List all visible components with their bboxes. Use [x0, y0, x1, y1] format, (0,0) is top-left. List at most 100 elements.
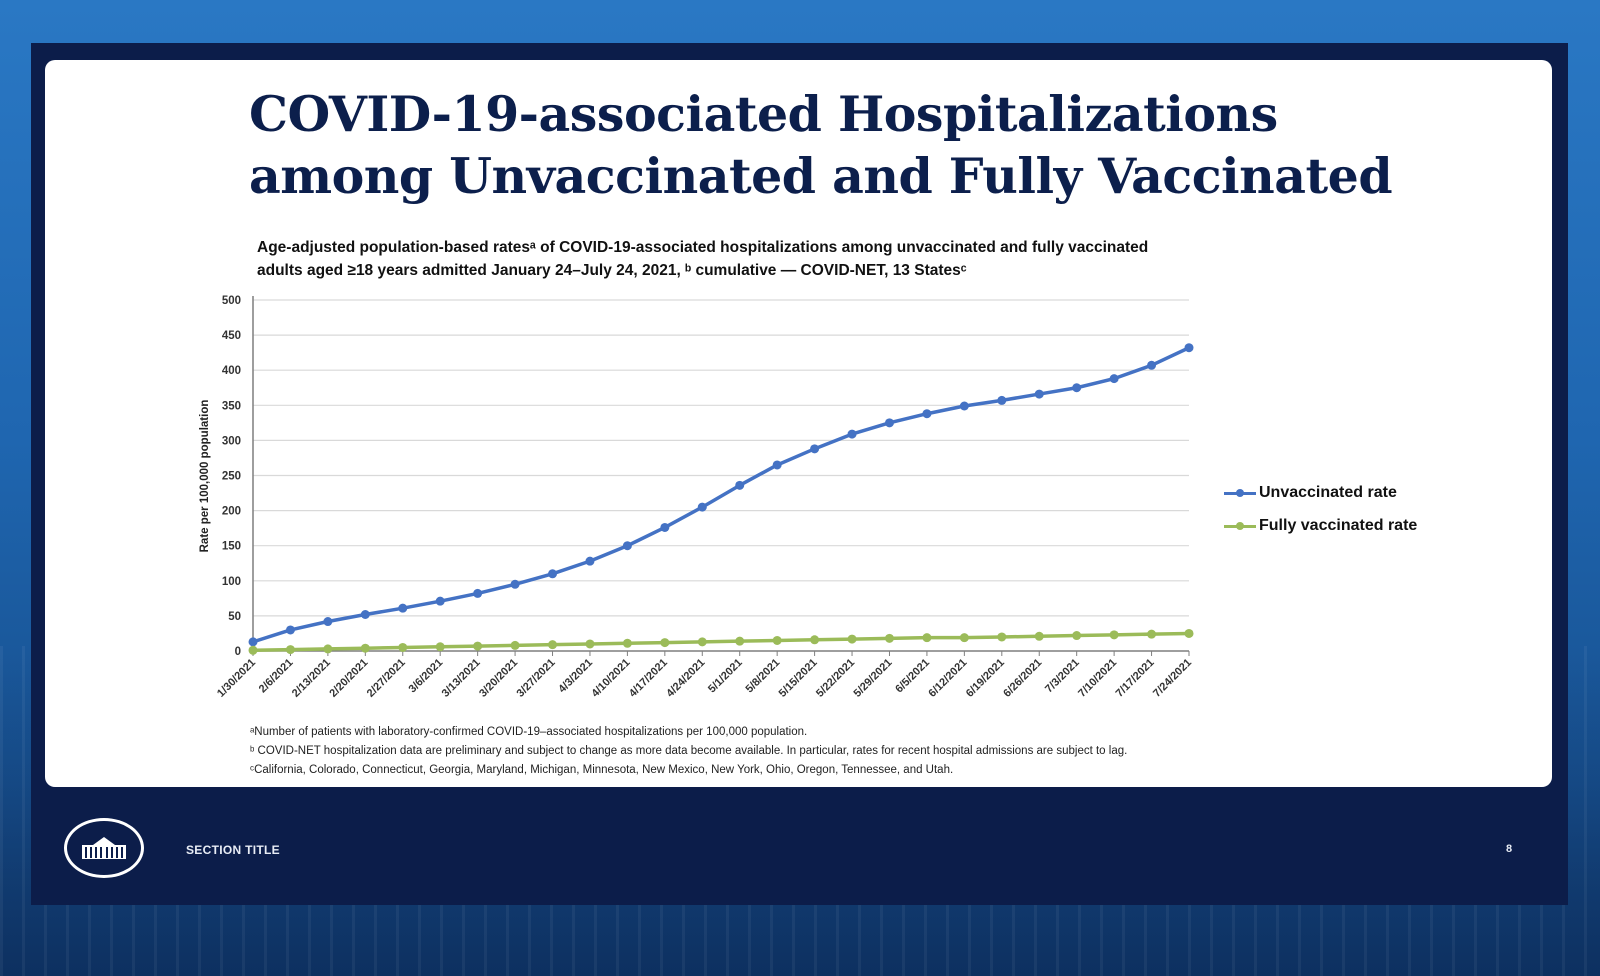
legend-label-unvaccinated: Unvaccinated rate: [1259, 483, 1397, 501]
data-point-fully-vaccinated-rate: [735, 636, 745, 646]
data-point-unvaccinated-rate: [548, 569, 558, 579]
y-tick-label: 50: [228, 611, 241, 623]
data-point-unvaccinated-rate: [435, 596, 445, 606]
footnote-a: ᵃNumber of patients with laboratory-conf…: [250, 726, 808, 738]
x-tick-label: 2/20/2021: [327, 657, 370, 700]
x-tick-label: 4/10/2021: [589, 657, 632, 700]
y-tick-label: 350: [222, 400, 241, 412]
x-tick-label: 3/27/2021: [515, 657, 558, 700]
y-tick-label: 400: [222, 365, 241, 377]
data-point-fully-vaccinated-rate: [548, 640, 558, 650]
data-point-fully-vaccinated-rate: [884, 633, 894, 643]
data-point-unvaccinated-rate: [922, 409, 932, 419]
data-point-fully-vaccinated-rate: [1034, 631, 1044, 641]
y-tick-labels: 0 50 100 150 200 250 300 350 400 450 500: [222, 295, 241, 658]
data-point-unvaccinated-rate: [1147, 360, 1157, 370]
x-tick-label: 3/20/2021: [477, 657, 520, 700]
x-tick-label: 6/12/2021: [926, 657, 969, 700]
data-point-fully-vaccinated-rate: [847, 634, 857, 644]
x-tick-label: 6/19/2021: [964, 657, 1007, 700]
x-tick-label: 6/5/2021: [893, 657, 932, 696]
x-tick-label: 7/3/2021: [1043, 657, 1082, 696]
data-point-unvaccinated-rate: [697, 502, 707, 512]
data-point-unvaccinated-rate: [285, 625, 295, 635]
x-tick-label: 2/13/2021: [290, 657, 333, 700]
x-tick-label: 7/17/2021: [1114, 657, 1157, 700]
data-point-unvaccinated-rate: [959, 401, 969, 411]
y-tick-label: 100: [222, 576, 241, 588]
x-tick-label: 3/6/2021: [407, 657, 446, 696]
x-tick-label: 5/29/2021: [852, 657, 895, 700]
y-tick-label: 500: [222, 295, 241, 307]
slide-title: COVID-19-associated Hospitalizations amo…: [249, 83, 1399, 207]
data-point-unvaccinated-rate: [398, 603, 408, 613]
x-tick-label: 5/8/2021: [744, 657, 783, 696]
chart-legend: Unvaccinated rate Fully vaccinated rate: [1224, 476, 1417, 542]
data-point-fully-vaccinated-rate: [510, 640, 520, 650]
data-point-unvaccinated-rate: [772, 460, 782, 470]
data-point-fully-vaccinated-rate: [810, 635, 820, 645]
y-tick-label: 150: [222, 541, 241, 553]
legend-swatch-fully-vaccinated: [1224, 520, 1256, 532]
data-point-fully-vaccinated-rate: [398, 642, 408, 652]
data-point-unvaccinated-rate: [735, 480, 745, 490]
legend-swatch-unvaccinated: [1224, 487, 1256, 499]
data-point-fully-vaccinated-rate: [622, 638, 632, 648]
slide-title-line-1: COVID-19-associated Hospitalizations: [249, 85, 1278, 143]
x-tick-label: 2/6/2021: [257, 657, 296, 696]
chart-title: Age-adjusted population-based ratesᵃ of …: [257, 236, 1257, 282]
data-point-unvaccinated-rate: [1109, 374, 1119, 384]
data-point-unvaccinated-rate: [810, 444, 820, 454]
legend-item-unvaccinated: Unvaccinated rate: [1224, 476, 1417, 509]
data-point-fully-vaccinated-rate: [1147, 629, 1157, 639]
data-point-unvaccinated-rate: [997, 395, 1007, 405]
y-tick-label: 250: [222, 471, 241, 483]
y-tick-label: 200: [222, 506, 241, 518]
slide-canvas: [45, 60, 1552, 787]
x-tick-label: 4/3/2021: [556, 657, 595, 696]
y-axis-label: Rate per 100,000 population: [199, 400, 211, 553]
x-tick-label: 7/10/2021: [1076, 657, 1119, 700]
axes: [252, 296, 1190, 656]
chart-footnotes: ᵃNumber of patients with laboratory-conf…: [250, 723, 1350, 780]
footer-page-number: 8: [1506, 843, 1513, 855]
slide-title-line-2: among Unvaccinated and Fully Vaccinated: [249, 147, 1393, 205]
x-tick-label: 4/24/2021: [664, 657, 707, 700]
data-point-unvaccinated-rate: [473, 588, 483, 598]
data-point-fully-vaccinated-rate: [473, 641, 483, 651]
data-point-unvaccinated-rate: [1072, 383, 1082, 393]
white-house-seal-icon: [64, 818, 144, 878]
y-tick-label: 300: [222, 435, 241, 447]
data-point-unvaccinated-rate: [323, 617, 333, 627]
footer-section-title: SECTION TITLE: [186, 843, 280, 857]
x-tick-label: 2/27/2021: [365, 657, 408, 700]
x-tick-label: 3/13/2021: [440, 657, 483, 700]
data-point-fully-vaccinated-rate: [585, 639, 595, 649]
data-point-unvaccinated-rate: [884, 418, 894, 428]
chart-title-line-1: Age-adjusted population-based ratesᵃ of …: [257, 239, 1149, 256]
x-tick-label: 6/26/2021: [1001, 657, 1044, 700]
x-tick-labels: 1/30/20212/6/20212/13/20212/20/20212/27/…: [215, 657, 1194, 700]
data-point-unvaccinated-rate: [360, 609, 370, 619]
legend-item-fully-vaccinated: Fully vaccinated rate: [1224, 509, 1417, 542]
data-point-unvaccinated-rate: [660, 522, 670, 532]
data-point-fully-vaccinated-rate: [1072, 631, 1082, 641]
y-tick-label: 0: [235, 646, 241, 658]
x-tick-label: 7/24/2021: [1151, 657, 1194, 700]
x-tick-label: 4/17/2021: [627, 657, 670, 700]
series-line-fully-vaccinated-rate: [252, 631, 1190, 653]
data-point-fully-vaccinated-rate: [323, 644, 333, 654]
data-point-fully-vaccinated-rate: [360, 643, 370, 653]
data-point-unvaccinated-rate: [585, 556, 595, 566]
data-point-fully-vaccinated-rate: [997, 632, 1007, 642]
y-tick-label: 450: [222, 330, 241, 342]
data-point-fully-vaccinated-rate: [1109, 630, 1119, 640]
data-point-unvaccinated-rate: [248, 637, 258, 647]
data-point-unvaccinated-rate: [1184, 343, 1194, 353]
data-point-fully-vaccinated-rate: [922, 633, 932, 643]
data-point-fully-vaccinated-rate: [435, 642, 445, 652]
footnote-b: ᵇ COVID-NET hospitalization data are pre…: [250, 745, 1128, 757]
data-point-fully-vaccinated-rate: [697, 637, 707, 647]
series-line-unvaccinated-rate: [252, 346, 1190, 644]
data-point-fully-vaccinated-rate: [1184, 628, 1194, 638]
